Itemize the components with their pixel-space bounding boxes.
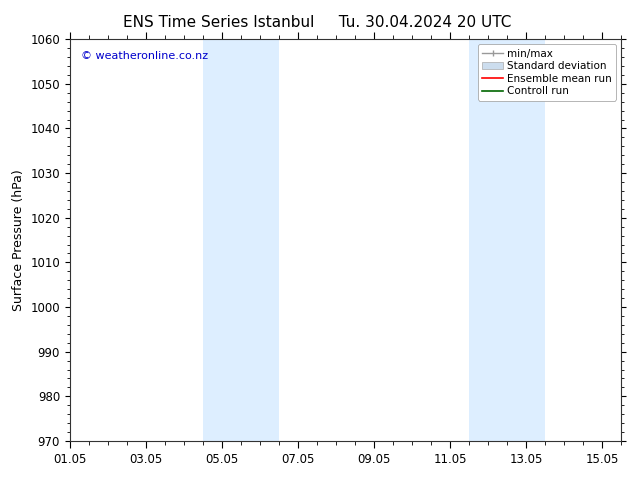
Legend: min/max, Standard deviation, Ensemble mean run, Controll run: min/max, Standard deviation, Ensemble me… [478, 45, 616, 100]
Bar [203, 39, 279, 441]
Text: © weatheronline.co.nz: © weatheronline.co.nz [81, 51, 208, 61]
Text: ENS Time Series Istanbul     Tu. 30.04.2024 20 UTC: ENS Time Series Istanbul Tu. 30.04.2024 … [123, 15, 511, 30]
Y-axis label: Surface Pressure (hPa): Surface Pressure (hPa) [11, 169, 25, 311]
Bar [469, 39, 545, 441]
